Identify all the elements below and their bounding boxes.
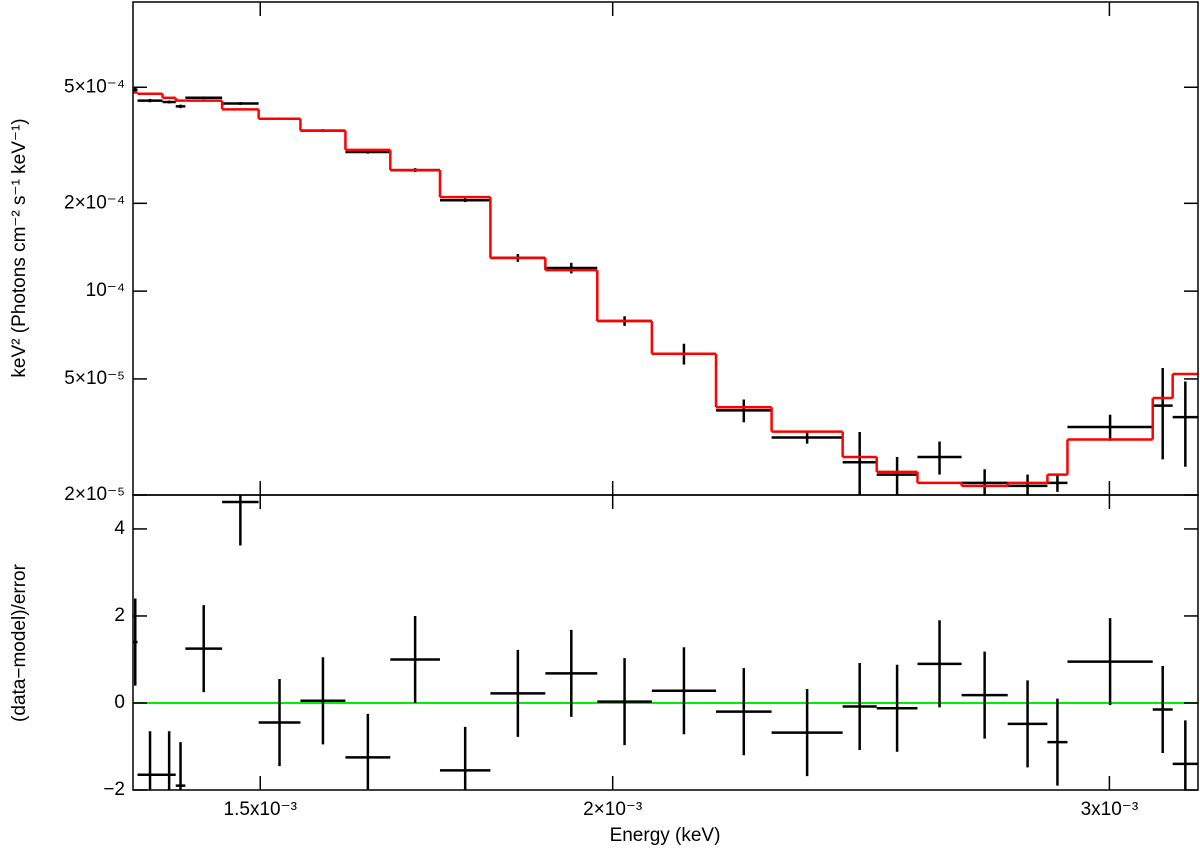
y-tick-label: 4: [114, 518, 125, 539]
x-tick-label: 3x10⁻³: [1081, 799, 1139, 820]
bottom-frame: [132, 494, 1199, 791]
spectrum-panel: [133, 87, 1198, 495]
y-axis-label: keV² (Photons cm⁻² s⁻¹ keV⁻¹): [9, 118, 30, 377]
y-tick-label: 2: [114, 605, 125, 626]
y-tick-label: 5×10⁻⁴: [64, 76, 125, 97]
y-tick-label: 2×10⁻⁵: [64, 484, 125, 505]
x-tick-label: 2×10⁻³: [583, 799, 642, 820]
y-tick-label: −2: [103, 779, 125, 800]
y-axis-label: (data−model)/error: [9, 563, 30, 722]
residual-panel: [133, 495, 1198, 790]
x-tick-label: 1.5x10⁻³: [224, 799, 297, 820]
y-tick-label: 2×10⁻⁴: [64, 192, 125, 213]
y-tick-label: 0: [114, 692, 125, 713]
top-frame: [132, 1, 1199, 496]
y-tick-label: 5×10⁻⁵: [64, 368, 125, 389]
y-tick-label: 10⁻⁴: [86, 280, 125, 301]
x-axis-label: Energy (keV): [610, 825, 721, 846]
